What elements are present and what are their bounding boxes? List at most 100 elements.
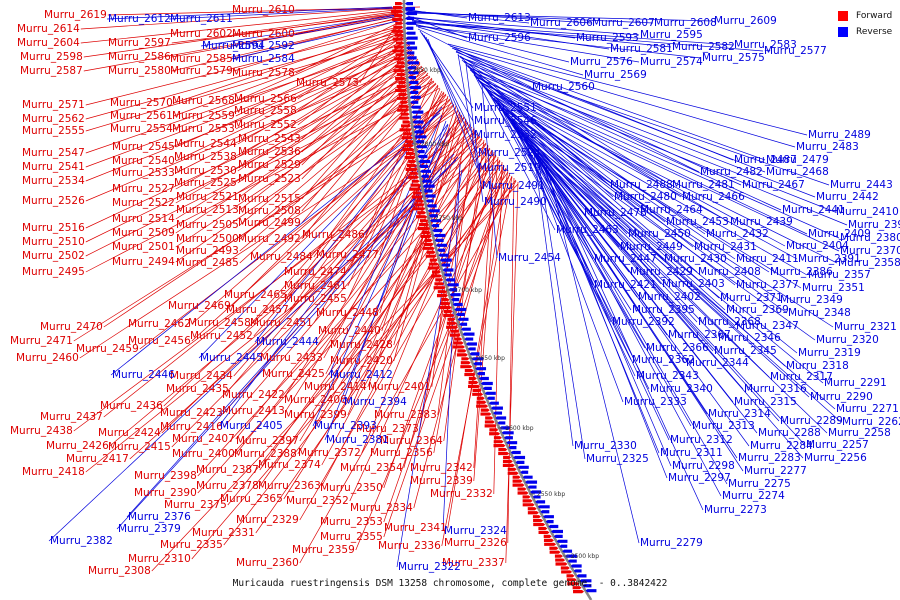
reverse-gene-glyph xyxy=(412,120,424,124)
gene-label: Murru_2289 xyxy=(780,415,843,427)
leader-line xyxy=(198,109,441,359)
gene-label: Murru_2411 xyxy=(736,253,799,265)
leader-lines xyxy=(48,6,848,572)
reverse-gene-glyph xyxy=(429,219,441,223)
gene-label: Murru_2613 xyxy=(468,12,531,24)
forward-gene-glyph xyxy=(393,25,404,29)
reverse-gene-glyph xyxy=(442,268,454,272)
position-ticks: 2850 kbp 2800 kbp 2750 kbp 2700 kbp 2650 kbp… xyxy=(404,67,599,560)
tick-label: 2750 kbp xyxy=(435,215,463,222)
forward-gene-glyph xyxy=(464,369,474,373)
forward-gene-glyph xyxy=(484,424,497,428)
forward-gene-glyph xyxy=(428,262,439,266)
forward-gene-glyph xyxy=(476,396,485,400)
gene-label: Murru_2392 xyxy=(612,316,675,328)
leader-line xyxy=(106,6,393,20)
leader-line xyxy=(321,155,497,487)
gene-label: Murru_2415 xyxy=(108,441,171,453)
gene-label: Murru_2407 xyxy=(172,433,235,445)
gene-label: Murru_2310 xyxy=(128,553,191,565)
gene-label: Murru_2474 xyxy=(284,266,347,278)
forward-gene-glyph xyxy=(392,17,404,21)
gene-label: Murru_2412 xyxy=(330,369,393,381)
forward-gene-glyph xyxy=(503,455,512,460)
leader-line xyxy=(383,168,507,523)
leader-line xyxy=(233,18,403,72)
gene-label: Murru_2262 xyxy=(842,416,900,428)
gene-label: Murru_2343 xyxy=(636,370,699,382)
gene-label: Murru_2597 xyxy=(108,37,171,49)
forward-gene-glyph xyxy=(409,171,419,175)
gene-label: Murru_2524 xyxy=(478,147,541,159)
reverse-gene-glyph xyxy=(567,559,577,563)
leader-line xyxy=(519,131,744,390)
forward-gene-glyph xyxy=(393,69,406,73)
leader-line xyxy=(239,71,427,226)
leader-line xyxy=(415,22,764,52)
leader-line xyxy=(48,159,457,542)
gene-label: Murru_2445 xyxy=(200,352,263,364)
reverse-gene-glyph xyxy=(501,431,514,435)
gene-label: Murru_2566 xyxy=(234,93,297,105)
gene-label: Murru_2586 xyxy=(108,51,171,63)
leader-line xyxy=(233,10,401,35)
gene-label: Murru_2614 xyxy=(17,23,80,35)
leader-line xyxy=(489,93,770,273)
leader-line xyxy=(485,87,736,260)
forward-gene-glyph xyxy=(415,199,424,203)
forward-gene-glyph xyxy=(432,270,442,274)
gene-label: Murru_2579 xyxy=(170,65,233,77)
reverse-gene-glyph xyxy=(553,534,563,538)
leader-line xyxy=(85,74,429,243)
gene-label: Murru_2487 xyxy=(734,154,797,166)
gene-label: Murru_2559 xyxy=(172,110,235,122)
forward-gene-glyph xyxy=(555,562,568,566)
forward-gene-glyph xyxy=(414,203,425,207)
gene-label: Murru_2492 xyxy=(238,233,301,245)
gene-label: Murru_2530 xyxy=(174,165,237,177)
reverse-gene-glyph xyxy=(423,189,433,193)
reverse-gene-glyph xyxy=(484,391,496,395)
gene-label: Murru_2314 xyxy=(708,408,771,420)
gene-label: Murru_2515 xyxy=(238,193,301,205)
gene-label: Murru_2413 xyxy=(222,405,285,417)
gene-label: Murru_2347 xyxy=(736,320,799,332)
forward-gene-glyph xyxy=(460,365,473,369)
gene-label: Murru_2570 xyxy=(110,97,173,109)
forward-gene-glyph xyxy=(449,333,461,337)
forward-gene-glyph xyxy=(398,104,409,108)
gene-label: Murru_2364 xyxy=(380,435,443,447)
leader-line xyxy=(469,67,836,213)
reverse-gene-glyph xyxy=(419,164,429,168)
leader-line xyxy=(355,175,513,551)
gene-label: Murru_2399 xyxy=(284,409,347,421)
forward-gene-glyph xyxy=(395,88,408,93)
reverse-gene-glyph xyxy=(413,125,422,129)
leader-line xyxy=(533,152,574,447)
forward-gene-glyph xyxy=(522,499,533,503)
gene-label: Murru_2575 xyxy=(702,52,765,64)
gene-label: Murru_2431 xyxy=(694,241,757,253)
gene-label: Murru_2523 xyxy=(238,173,301,185)
gene-label: Murru_2421 xyxy=(594,279,657,291)
gene-label: Murru_2426 xyxy=(46,440,109,452)
leader-line xyxy=(473,156,499,482)
reverse-gene-glyph xyxy=(416,150,425,154)
gene-label: Murru_2356 xyxy=(370,447,433,459)
gene-label: Murru_2379 xyxy=(118,523,181,535)
gene-label: Murru_2366 xyxy=(646,342,709,354)
gene-label: Murru_2619 xyxy=(44,9,107,21)
gene-label: Murru_2297 xyxy=(668,472,731,484)
reverse-gene-glyph xyxy=(548,524,559,529)
gene-label: Murru_2319 xyxy=(798,347,861,359)
leader-line xyxy=(396,169,463,568)
leader-line xyxy=(297,38,409,126)
gene-label: Murru_2350 xyxy=(320,482,383,494)
leader-line xyxy=(417,26,584,76)
reverse-gene-glyph xyxy=(506,441,518,445)
reverse-gene-glyph xyxy=(405,11,418,16)
reverse-gene-glyph xyxy=(545,520,554,524)
leader-line xyxy=(235,27,403,102)
leader-line xyxy=(545,166,704,511)
